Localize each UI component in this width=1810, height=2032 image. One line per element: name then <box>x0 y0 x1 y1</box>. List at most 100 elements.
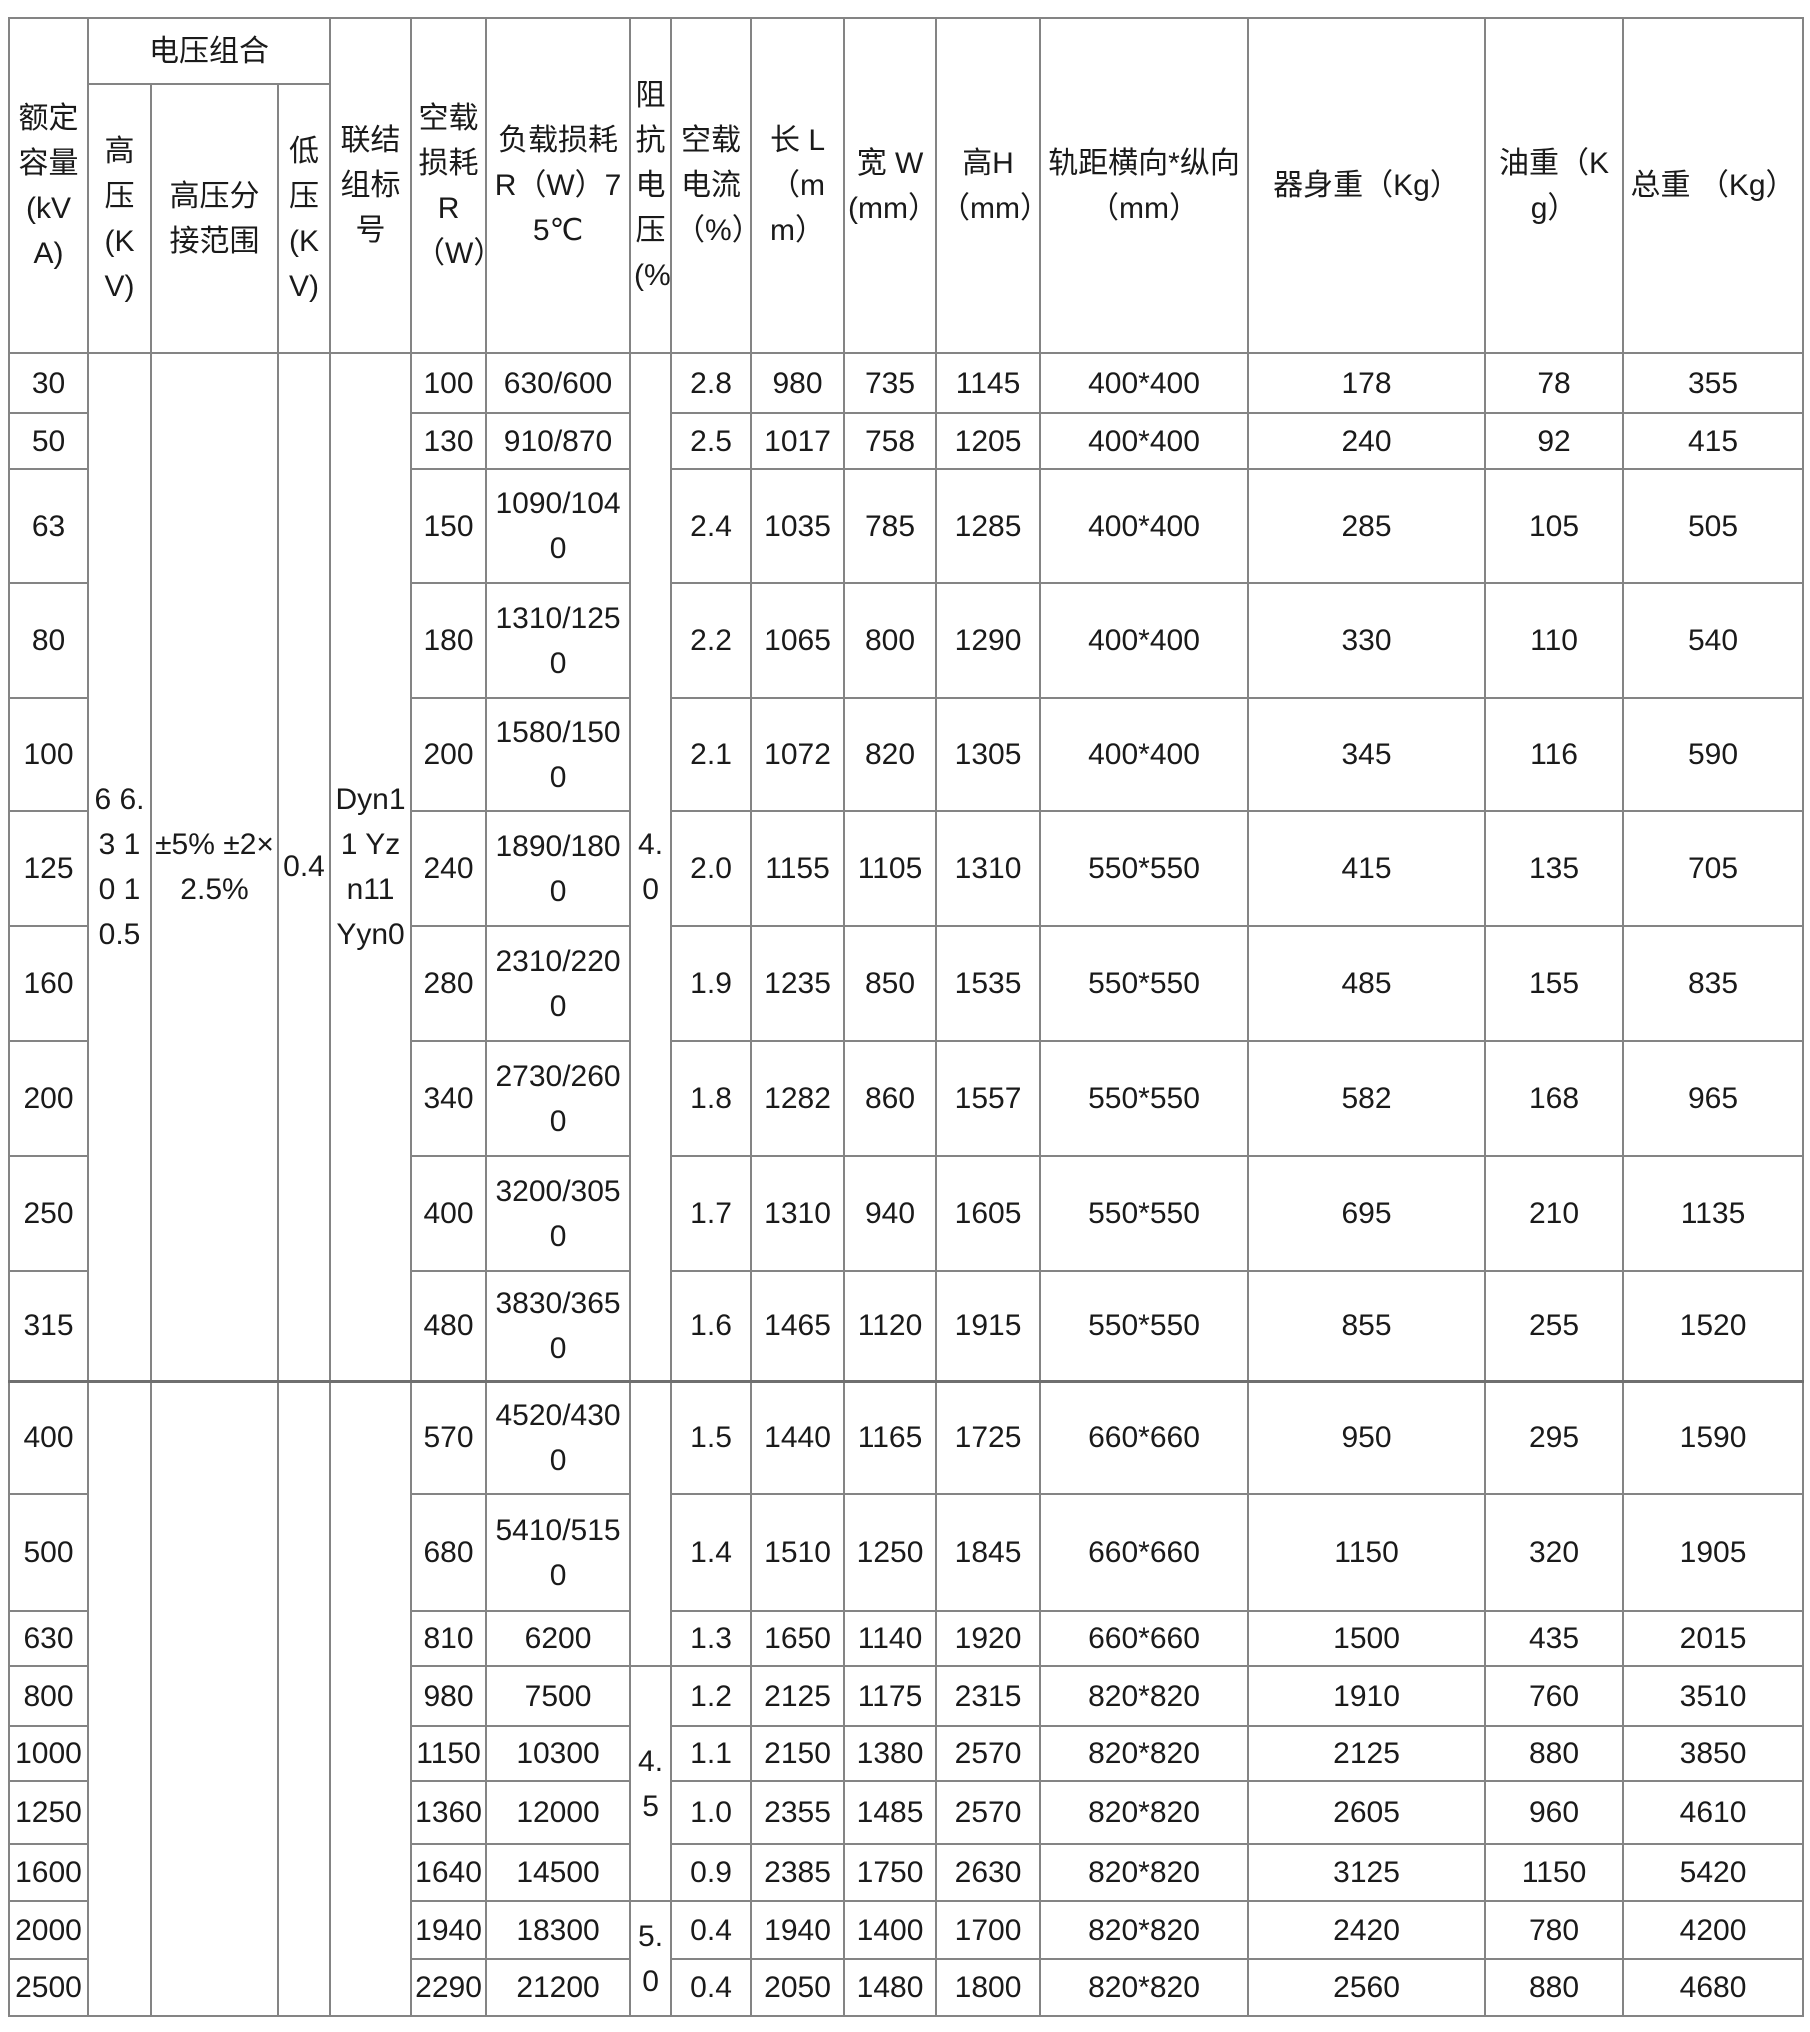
oil-weight-cell: 168 <box>1484 1040 1625 1157</box>
height-cell: 1205 <box>935 412 1042 470</box>
load-loss-cell: 18300 <box>485 1900 632 1960</box>
length-cell: 2150 <box>750 1725 846 1782</box>
capacity-cell: 500 <box>8 1493 89 1612</box>
load-loss-cell: 14500 <box>485 1843 632 1902</box>
no-load-loss-cell: 100 <box>410 352 488 414</box>
capacity-cell: 80 <box>8 582 89 699</box>
total-weight-cell: 3510 <box>1622 1665 1805 1727</box>
height-cell: 1285 <box>935 468 1042 584</box>
length-cell: 2050 <box>750 1958 846 2017</box>
total-weight-cell: 4200 <box>1622 1900 1805 1960</box>
oil-weight-cell: 105 <box>1484 468 1625 584</box>
table-row: 630 810 6200 1.3 1650 1140 1920 660*660 1500 435 2… <box>8 1610 1805 1667</box>
load-loss-cell: 1890/1800 <box>485 810 632 927</box>
rail-gauge-cell: 820*820 <box>1039 1958 1250 2017</box>
rail-gauge-cell: 660*660 <box>1039 1610 1250 1667</box>
no-load-current-cell: 2.8 <box>670 352 753 414</box>
oil-weight-cell: 320 <box>1484 1493 1625 1612</box>
load-loss-cell: 4520/4300 <box>485 1379 632 1495</box>
load-loss-cell: 910/870 <box>485 412 632 470</box>
length-cell: 1940 <box>750 1900 846 1960</box>
no-load-loss-cell: 1940 <box>410 1900 488 1960</box>
table-row: 315 480 3830/3650 1.6 1465 1120 1915 550*550 855… <box>8 1270 1805 1382</box>
oil-weight-cell: 135 <box>1484 810 1625 927</box>
capacity-cell: 250 <box>8 1155 89 1272</box>
capacity-cell: 315 <box>8 1270 89 1382</box>
header-length: 长 L（mm） <box>750 17 846 354</box>
rail-gauge-cell: 550*550 <box>1039 1270 1250 1382</box>
total-weight-cell: 965 <box>1622 1040 1805 1157</box>
table-row: 160 280 2310/2200 1.9 1235 850 1535 550*550 485 1… <box>8 925 1805 1042</box>
body-weight-cell: 330 <box>1247 582 1487 699</box>
length-cell: 2385 <box>750 1843 846 1902</box>
width-cell: 1400 <box>843 1900 938 1960</box>
table-row: 400 570 4520/4300 1.5 1440 1165 1725 660*660 950… <box>8 1379 1805 2017</box>
no-load-loss-cell: 1640 <box>410 1843 488 1902</box>
table-row: 1250 1360 12000 1.0 2355 1485 2570 820*820 2605 9… <box>8 1780 1805 1845</box>
capacity-cell: 630 <box>8 1610 89 1667</box>
rail-gauge-cell: 660*660 <box>1039 1493 1250 1612</box>
total-weight-cell: 5420 <box>1622 1843 1805 1902</box>
load-loss-cell: 10300 <box>485 1725 632 1782</box>
body-weight-cell: 582 <box>1247 1040 1487 1157</box>
total-weight-cell: 590 <box>1622 697 1805 812</box>
body-weight-cell: 2420 <box>1247 1900 1487 1960</box>
no-load-loss-cell: 570 <box>410 1379 488 1495</box>
body-weight-cell: 1150 <box>1247 1493 1487 1612</box>
length-cell: 1155 <box>750 810 846 927</box>
oil-weight-cell: 435 <box>1484 1610 1625 1667</box>
rail-gauge-cell: 820*820 <box>1039 1900 1250 1960</box>
capacity-cell: 125 <box>8 810 89 927</box>
no-load-current-cell: 0.4 <box>670 1958 753 2017</box>
rail-gauge-cell: 400*400 <box>1039 352 1250 414</box>
height-cell: 2315 <box>935 1665 1042 1727</box>
body-weight-cell: 2125 <box>1247 1725 1487 1782</box>
no-load-loss-cell: 200 <box>410 697 488 812</box>
no-load-loss-cell: 340 <box>410 1040 488 1157</box>
width-cell: 758 <box>843 412 938 470</box>
width-cell: 1120 <box>843 1270 938 1382</box>
height-cell: 1305 <box>935 697 1042 812</box>
capacity-cell: 1000 <box>8 1725 89 1782</box>
header-total-weight: 总重 （Kg） <box>1622 17 1805 354</box>
height-cell: 1557 <box>935 1040 1042 1157</box>
width-cell: 1250 <box>843 1493 938 1612</box>
header-load-loss: 负载损耗 R（W）75℃ <box>485 17 632 354</box>
load-loss-cell: 630/600 <box>485 352 632 414</box>
width-cell: 1750 <box>843 1843 938 1902</box>
rail-gauge-cell: 400*400 <box>1039 412 1250 470</box>
rail-gauge-cell: 400*400 <box>1039 697 1250 812</box>
hv-tap-range-cell <box>150 1379 279 2017</box>
height-cell: 1920 <box>935 1610 1042 1667</box>
total-weight-cell: 1905 <box>1622 1493 1805 1612</box>
body-weight-cell: 1910 <box>1247 1665 1487 1727</box>
total-weight-cell: 705 <box>1622 810 1805 927</box>
table-row: 50 130 910/870 2.5 1017 758 1205 400*400 240 92 41… <box>8 412 1805 470</box>
load-loss-cell: 5410/5150 <box>485 1493 632 1612</box>
table-row: 63 150 1090/1040 2.4 1035 785 1285 400*400 285 10… <box>8 468 1805 584</box>
capacity-cell: 1250 <box>8 1780 89 1845</box>
load-loss-cell: 1090/1040 <box>485 468 632 584</box>
oil-weight-cell: 880 <box>1484 1958 1625 2017</box>
no-load-loss-cell: 240 <box>410 810 488 927</box>
length-cell: 1017 <box>750 412 846 470</box>
no-load-current-cell: 0.4 <box>670 1900 753 1960</box>
no-load-current-cell: 0.9 <box>670 1843 753 1902</box>
width-cell: 1175 <box>843 1665 938 1727</box>
rail-gauge-cell: 660*660 <box>1039 1379 1250 1495</box>
table-row: 125 240 1890/1800 2.0 1155 1105 1310 550*550 415… <box>8 810 1805 927</box>
body-weight-cell: 285 <box>1247 468 1487 584</box>
height-cell: 1535 <box>935 925 1042 1042</box>
total-weight-cell: 1590 <box>1622 1379 1805 1495</box>
height-cell: 1915 <box>935 1270 1042 1382</box>
height-cell: 1800 <box>935 1958 1042 2017</box>
load-loss-cell: 7500 <box>485 1665 632 1727</box>
width-cell: 735 <box>843 352 938 414</box>
length-cell: 2125 <box>750 1665 846 1727</box>
no-load-current-cell: 1.0 <box>670 1780 753 1845</box>
no-load-current-cell: 1.5 <box>670 1379 753 1495</box>
total-weight-cell: 540 <box>1622 582 1805 699</box>
table-row: 1000 1150 10300 1.1 2150 1380 2570 820*820 2125 8… <box>8 1725 1805 1782</box>
capacity-cell: 200 <box>8 1040 89 1157</box>
width-cell: 850 <box>843 925 938 1042</box>
